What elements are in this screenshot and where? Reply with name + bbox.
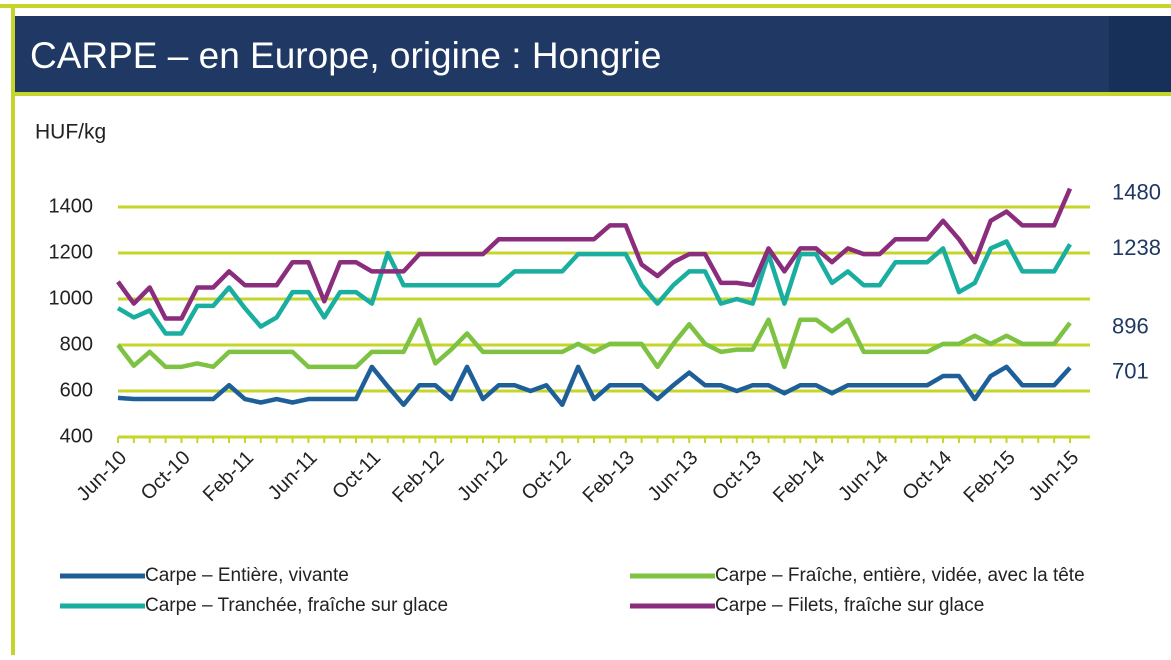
end-value-label: 1238 xyxy=(1112,235,1161,260)
legend-label: Carpe – Entière, vivante xyxy=(145,565,349,586)
header-corner xyxy=(1109,16,1171,92)
y-tick-label: 1400 xyxy=(49,195,94,217)
line-series xyxy=(116,317,1072,370)
y-tick-label: 600 xyxy=(60,379,93,401)
header-bar xyxy=(15,16,1109,92)
y-tick-label: 1200 xyxy=(49,241,94,263)
end-value-label: 1480 xyxy=(1112,179,1161,204)
y-tick-label: 400 xyxy=(60,425,93,447)
legend-label: Carpe – Fraîche, entière, vidée, avec la… xyxy=(715,565,1085,586)
header-rule xyxy=(15,92,1171,96)
frame-left xyxy=(11,4,15,655)
frame-top xyxy=(0,4,1171,8)
y-axis-label: HUF/kg xyxy=(35,121,106,144)
y-tick-label: 1000 xyxy=(49,287,94,309)
end-value-label: 701 xyxy=(1112,359,1149,384)
legend-label: Carpe – Tranchée, fraîche sur glace xyxy=(145,595,448,616)
page-title: CARPE – en Europe, origine : Hongrie xyxy=(30,35,661,76)
legend-label: Carpe – Filets, fraîche sur glace xyxy=(715,595,984,616)
line-series xyxy=(116,187,1073,321)
y-tick-label: 800 xyxy=(60,333,93,355)
end-value-label: 896 xyxy=(1112,314,1149,339)
line-series xyxy=(117,364,1072,408)
line-series xyxy=(116,239,1072,336)
